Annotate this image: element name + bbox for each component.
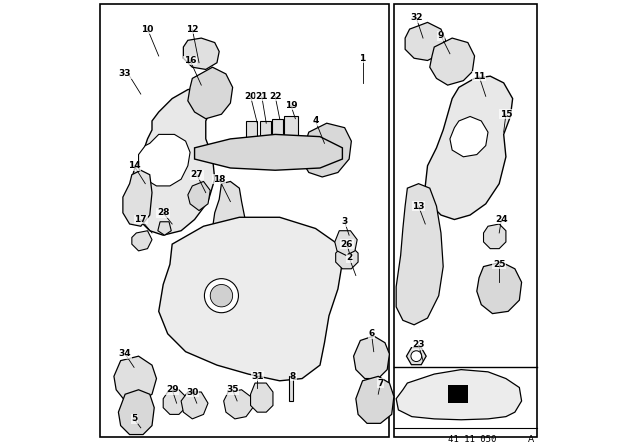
Text: 13: 13 [412,202,425,211]
Polygon shape [195,134,342,170]
Text: 15: 15 [500,110,512,119]
Text: 5: 5 [131,414,137,423]
Polygon shape [450,116,488,157]
Text: 34: 34 [119,349,131,358]
Circle shape [411,351,422,362]
Text: 25: 25 [493,260,506,269]
Text: 32: 32 [410,13,422,22]
Polygon shape [114,356,157,403]
Polygon shape [477,262,522,314]
Polygon shape [130,87,215,235]
Text: 6: 6 [369,329,374,338]
Polygon shape [356,376,394,423]
Polygon shape [396,184,443,325]
Polygon shape [159,217,342,381]
Text: 4: 4 [312,116,319,125]
Text: 31: 31 [251,372,264,381]
Text: A: A [527,435,534,444]
Text: 28: 28 [157,208,170,217]
Text: 33: 33 [119,69,131,78]
Text: 35: 35 [227,385,239,394]
Text: 8: 8 [290,372,296,381]
Polygon shape [188,67,233,119]
Text: 20: 20 [244,92,257,101]
Text: 29: 29 [166,385,179,394]
Text: 24: 24 [495,215,508,224]
Polygon shape [302,123,351,177]
Polygon shape [484,224,506,249]
Polygon shape [188,181,210,211]
Text: 18: 18 [213,175,225,184]
Polygon shape [123,170,152,226]
Bar [246,121,257,143]
Text: 19: 19 [285,101,297,110]
Text: 12: 12 [186,25,198,34]
Polygon shape [405,22,445,60]
Polygon shape [181,392,208,419]
Bar [394,4,538,437]
Polygon shape [212,181,246,249]
Polygon shape [139,134,190,186]
Text: 16: 16 [184,56,196,65]
Bar [100,4,390,437]
Text: 11: 11 [473,72,485,81]
Text: 1: 1 [360,54,365,63]
Text: 22: 22 [269,92,282,101]
Text: 27: 27 [191,170,203,179]
Text: 23: 23 [412,340,425,349]
Bar [284,116,298,143]
Text: 41 11 050: 41 11 050 [448,435,497,444]
Polygon shape [184,38,220,69]
Polygon shape [396,370,522,420]
Circle shape [211,284,233,307]
Polygon shape [426,76,513,220]
Text: 26: 26 [340,240,353,249]
Polygon shape [335,231,357,255]
Polygon shape [251,383,273,412]
Bar [260,121,271,143]
Polygon shape [224,390,253,419]
Polygon shape [163,390,186,414]
Text: 10: 10 [141,25,154,34]
Bar [289,376,293,401]
Text: 3: 3 [342,217,348,226]
Circle shape [204,279,239,313]
Polygon shape [430,38,475,85]
Bar [272,119,284,141]
Text: 14: 14 [128,161,140,170]
Text: 9: 9 [438,31,444,40]
Polygon shape [353,336,389,379]
Text: 17: 17 [134,215,147,224]
Bar [448,385,468,403]
Text: 2: 2 [346,253,352,262]
Polygon shape [336,246,358,269]
Polygon shape [132,231,152,251]
Polygon shape [118,390,154,435]
Polygon shape [158,222,172,235]
Text: 21: 21 [255,92,268,101]
Text: 30: 30 [186,388,198,396]
Text: 7: 7 [378,379,383,388]
Polygon shape [406,348,426,365]
